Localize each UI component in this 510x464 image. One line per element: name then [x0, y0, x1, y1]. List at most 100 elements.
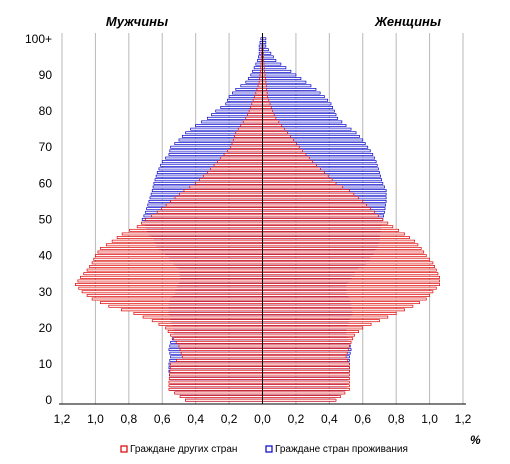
foreign-citizens-women-bar: [262, 265, 435, 268]
foreign-citizens-women-bar: [262, 95, 268, 99]
foreign-citizens-men-bar: [195, 181, 263, 185]
foreign-citizens-men-bar: [178, 344, 263, 348]
x-tick-label: 0,4: [321, 412, 338, 426]
x-tick-labels: 1,2 1,0 0,8 0,6 0,4 0,2 0,0 0,2 0,4 0,6 0,8 1,0 1,2: [54, 412, 472, 426]
foreign-citizens-men-bar: [170, 362, 263, 366]
foreign-citizens-women-bar: [262, 373, 350, 377]
foreign-citizens-women-bar: [262, 163, 317, 167]
foreign-citizens-men-bar: [210, 167, 263, 171]
foreign-citizens-men-bar: [158, 322, 263, 326]
foreign-citizens-men-bar: [86, 268, 263, 272]
foreign-citizens-men-bar: [93, 257, 263, 261]
foreign-citizens-women-bar: [262, 185, 344, 189]
foreign-citizens-men-bar: [254, 95, 263, 99]
foreign-citizens-men-bar: [80, 275, 263, 279]
x-tick-label: 0,8: [120, 412, 137, 426]
foreign-citizens-men-bar: [108, 304, 263, 308]
foreign-citizens-men-bar: [189, 185, 263, 189]
x-tick-label: 0,2: [221, 412, 238, 426]
x-tick-label: 1,2: [54, 412, 71, 426]
x-tick-label: 0,6: [154, 412, 171, 426]
x-tick-label: 0,2: [288, 412, 305, 426]
y-tick-label: 60: [39, 176, 53, 190]
foreign-citizens-men-bar: [256, 87, 263, 91]
foreign-citizens-men-bar: [176, 359, 263, 362]
foreign-citizens-men-bar: [237, 127, 263, 131]
foreign-citizens-women-bar: [262, 369, 350, 373]
foreign-citizens-men-bar: [180, 351, 263, 355]
foreign-citizens-men-bar: [203, 174, 263, 178]
legend: Граждане других стран Граждане стран про…: [120, 444, 408, 455]
foreign-citizens-men-bar: [223, 153, 263, 156]
citizens-of-residence-women-bar: [262, 55, 274, 59]
foreign-citizens-men-bar: [251, 102, 263, 106]
foreign-citizens-men-bar: [91, 297, 263, 301]
foreign-citizens-men-bar: [89, 265, 263, 268]
foreign-citizens-women-bar: [262, 301, 420, 305]
foreign-citizens-men-bar: [165, 326, 263, 330]
foreign-citizens-men-bar: [161, 207, 263, 211]
foreign-citizens-men-bar: [255, 91, 263, 95]
foreign-citizens-men-bar: [230, 145, 263, 149]
y-tick-label: 20: [39, 321, 53, 335]
foreign-citizens-men-bar: [169, 373, 263, 377]
legend-swatch-foreign-citizens: [120, 445, 128, 453]
foreign-citizens-men-bar: [240, 124, 263, 127]
foreign-citizens-women-bar: [262, 127, 285, 131]
foreign-citizens-men-bar: [179, 348, 263, 352]
foreign-citizens-men-bar: [174, 391, 263, 395]
foreign-citizens-men-bar: [170, 333, 263, 337]
foreign-citizens-men-bar: [257, 84, 263, 88]
foreign-citizens-men-bar: [100, 247, 263, 250]
foreign-citizens-men-bar: [75, 283, 263, 286]
citizens-of-residence-women-bar: [262, 106, 334, 109]
foreign-citizens-women-bar: [262, 359, 349, 362]
foreign-citizens-men-bar: [100, 301, 263, 305]
foreign-citizens-men-bar: [105, 243, 263, 247]
foreign-citizens-men-bar: [232, 138, 263, 142]
foreign-citizens-women-bar: [262, 366, 350, 370]
foreign-citizens-women-bar: [262, 80, 267, 84]
foreign-citizens-men-bar: [213, 163, 263, 167]
foreign-citizens-women-bar: [262, 142, 297, 146]
citizens-of-residence-women-bar: [262, 59, 277, 62]
foreign-citizens-men-bar: [141, 221, 263, 225]
x-tick-label: 1,2: [455, 412, 472, 426]
foreign-citizens-women-bar: [262, 322, 372, 326]
foreign-citizens-men-bar: [174, 196, 263, 200]
foreign-citizens-women-bar: [262, 257, 430, 261]
foreign-citizens-women-bar: [262, 304, 414, 308]
foreign-citizens-women-bar: [262, 221, 389, 225]
foreign-citizens-men-bar: [116, 236, 263, 239]
x-tick-label: 1,0: [421, 412, 438, 426]
foreign-citizens-women-bar: [262, 254, 427, 258]
foreign-citizens-women-bar: [262, 120, 280, 124]
series-foreign-citizens-bars: [75, 37, 440, 402]
foreign-citizens-men-bar: [78, 286, 263, 290]
y-tick-label: 30: [39, 285, 53, 299]
citizens-of-residence-women-bar: [262, 109, 335, 113]
foreign-citizens-men-bar: [175, 340, 263, 344]
foreign-citizens-women-bar: [262, 171, 325, 174]
foreign-citizens-women-bar: [262, 398, 337, 402]
foreign-citizens-men-bar: [151, 214, 263, 218]
foreign-citizens-men-bar: [156, 210, 263, 214]
foreign-citizens-women-bar: [262, 109, 273, 113]
x-tick-label: 0,8: [388, 412, 405, 426]
foreign-citizens-men-bar: [207, 171, 263, 174]
foreign-citizens-men-bar: [165, 203, 263, 207]
foreign-citizens-women-bar: [262, 203, 367, 207]
foreign-citizens-women-bar: [262, 340, 352, 344]
foreign-citizens-men-bar: [248, 109, 263, 113]
citizens-of-residence-women-bar: [262, 77, 302, 80]
foreign-citizens-women-bar: [262, 200, 364, 203]
foreign-citizens-men-bar: [167, 330, 263, 333]
citizens-of-residence-women-bar: [262, 84, 312, 88]
y-tick-label: 100+: [25, 32, 52, 46]
foreign-citizens-women-bar: [262, 247, 422, 250]
foreign-citizens-women-bar: [262, 207, 371, 211]
foreign-citizens-women-bar: [262, 167, 321, 171]
foreign-citizens-women-bar: [262, 145, 300, 149]
foreign-citizens-women-bar: [262, 355, 347, 359]
citizens-of-residence-women-bar: [262, 73, 297, 77]
